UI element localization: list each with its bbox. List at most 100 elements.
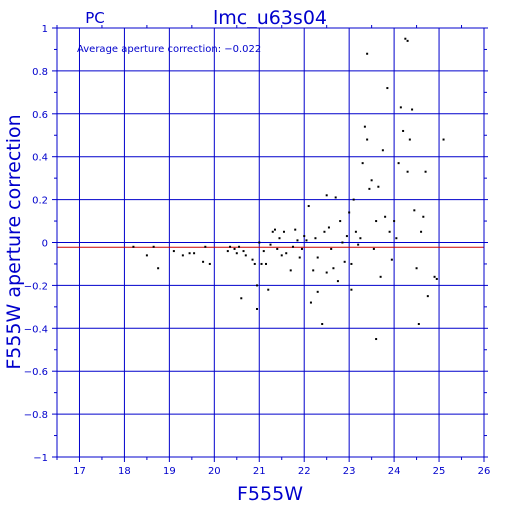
y-tick-label: −0.4 [24,324,48,335]
data-point [303,235,306,238]
data-point [336,280,339,283]
y-tick-label: 0.6 [32,110,48,121]
data-point [341,241,344,244]
data-point [296,239,299,242]
data-point [258,241,261,244]
data-point [395,237,398,240]
data-point [402,129,405,132]
data-point [204,245,207,248]
data-point [271,230,274,233]
data-point [300,247,303,250]
data-point [339,220,342,223]
x-tick-label: 22 [298,466,311,477]
y-tick-label: 0.8 [32,67,48,78]
data-point [316,256,319,259]
y-tick-label: −0.8 [24,410,48,421]
data-point [132,245,135,248]
data-point [181,254,184,257]
axis-ticks [52,25,488,462]
x-tick-label: 26 [478,466,491,477]
data-point [244,254,247,257]
data-point [435,277,438,280]
data-point [327,226,330,229]
camera-label: PC [85,9,105,27]
data-point [226,250,229,253]
data-point [280,254,283,257]
data-point [334,196,337,199]
data-point [332,267,335,270]
y-tick-label: −1 [33,453,48,464]
average-correction-annotation: Average aperture correction: −0.022 [77,44,261,55]
data-point [193,252,196,255]
data-point [415,267,418,270]
x-tick-label: 17 [73,466,86,477]
y-tick-labels: −1 −0.8 −0.6 −0.4 −0.2 0 0.2 0.4 0.6 0.8 1 [24,24,48,464]
data-point [188,252,191,255]
chart-title: lmc_u63s04 [213,7,327,29]
x-tick-label: 25 [433,466,446,477]
data-point [442,138,445,141]
y-tick-label: −0.2 [24,281,48,292]
x-tick-labels: 17 18 19 20 21 22 23 24 25 26 [73,466,490,477]
data-point [388,230,391,233]
data-point [273,228,276,231]
data-point [361,162,364,165]
y-axis-label: F555W aperture correction [3,114,25,369]
data-point [325,271,328,274]
data-point [330,247,333,250]
y-tick-label: 1 [42,24,48,35]
data-point [348,211,351,214]
data-points [132,37,445,341]
x-tick-label: 23 [343,466,356,477]
data-point [305,239,308,242]
data-point [345,235,348,238]
data-point [208,262,211,265]
data-point [265,262,268,265]
data-point [375,220,378,223]
data-point [384,215,387,218]
data-point [357,243,360,246]
data-point [278,237,281,240]
data-point [312,269,315,272]
x-tick-label: 24 [388,466,401,477]
data-point [152,245,155,248]
data-point [352,198,355,201]
data-point [251,258,254,261]
data-point [343,260,346,263]
data-point [377,185,380,188]
data-point [260,262,263,265]
data-point [321,323,324,326]
data-point [420,230,423,233]
data-point [240,297,243,300]
data-point [417,323,420,326]
data-point [294,228,297,231]
y-tick-label: 0.2 [32,196,48,207]
data-point [359,237,362,240]
data-point [289,269,292,272]
data-point [202,260,205,263]
data-point [370,179,373,182]
y-tick-label: 0.4 [32,153,48,164]
x-tick-label: 19 [163,466,176,477]
data-point [269,243,272,246]
data-point [314,237,317,240]
data-point [323,230,326,233]
data-point [233,247,236,250]
data-point [368,187,371,190]
data-point [433,275,436,278]
y-tick-label: 0 [42,239,48,250]
data-point [390,258,393,261]
data-point [399,106,402,109]
data-point [372,247,375,250]
data-point [366,52,369,55]
data-point [291,245,294,248]
data-point [285,252,288,255]
data-point [393,220,396,223]
data-point [404,37,407,40]
data-point [276,247,279,250]
data-point [424,170,427,173]
data-point [325,194,328,197]
x-tick-label: 18 [118,466,131,477]
